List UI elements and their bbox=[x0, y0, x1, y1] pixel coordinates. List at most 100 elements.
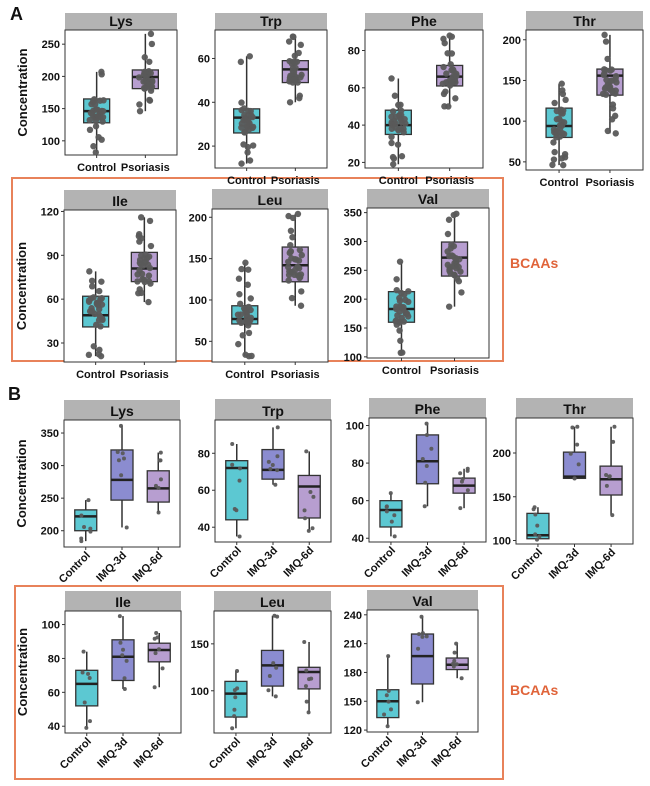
y-tick-label: 150 bbox=[42, 104, 60, 116]
data-point bbox=[602, 38, 610, 45]
data-point bbox=[97, 323, 104, 330]
data-point bbox=[533, 512, 538, 517]
data-point bbox=[145, 298, 152, 306]
data-point bbox=[246, 53, 253, 60]
x-tick-label: Control bbox=[77, 162, 116, 174]
data-point bbox=[416, 632, 421, 637]
data-point bbox=[289, 268, 296, 276]
facet-title: Phe bbox=[411, 13, 437, 29]
data-point bbox=[604, 483, 609, 488]
data-point bbox=[87, 676, 92, 681]
data-point bbox=[137, 252, 145, 259]
data-point bbox=[275, 614, 280, 619]
data-point bbox=[141, 278, 148, 286]
y-tick-label: 350 bbox=[344, 208, 362, 220]
y-tick-label: 250 bbox=[42, 39, 60, 51]
data-point bbox=[303, 684, 308, 689]
data-point bbox=[559, 90, 567, 98]
data-point bbox=[275, 468, 280, 473]
data-point bbox=[266, 688, 271, 693]
data-point bbox=[86, 116, 93, 124]
data-point bbox=[243, 124, 251, 131]
data-point bbox=[298, 251, 305, 259]
data-point bbox=[249, 124, 256, 132]
data-point bbox=[135, 232, 143, 240]
data-point bbox=[244, 107, 252, 115]
data-point bbox=[267, 673, 272, 678]
data-point bbox=[422, 504, 427, 509]
y-tick-label: 60 bbox=[198, 485, 210, 497]
y-tick-label: 100 bbox=[191, 686, 209, 698]
data-point bbox=[89, 308, 96, 315]
y-tick-label: 200 bbox=[344, 294, 362, 306]
data-point bbox=[397, 337, 404, 344]
data-point bbox=[303, 516, 308, 521]
y-tick-label: 60 bbox=[198, 53, 210, 65]
data-point bbox=[423, 480, 428, 485]
data-point bbox=[420, 631, 425, 636]
data-point bbox=[156, 647, 161, 652]
data-point bbox=[84, 725, 89, 730]
facet-title: Val bbox=[418, 191, 438, 207]
data-point bbox=[459, 676, 464, 681]
facet-strip bbox=[65, 13, 177, 30]
panel-label-a: A bbox=[10, 4, 23, 24]
facet-strip bbox=[65, 591, 181, 611]
data-point bbox=[82, 700, 87, 705]
x-tick-label: Control bbox=[509, 547, 545, 583]
data-point bbox=[153, 483, 158, 488]
y-tick-label: 150 bbox=[189, 254, 207, 266]
data-point bbox=[310, 526, 315, 531]
plot-panel bbox=[525, 29, 644, 171]
data-point bbox=[232, 506, 237, 511]
data-point bbox=[531, 507, 536, 512]
y-tick-label: 250 bbox=[344, 265, 362, 277]
data-point bbox=[80, 670, 85, 675]
data-point bbox=[233, 695, 238, 700]
data-point bbox=[244, 281, 251, 288]
data-point bbox=[288, 294, 296, 302]
data-point bbox=[399, 349, 406, 356]
data-point bbox=[85, 351, 93, 359]
data-point bbox=[556, 122, 564, 129]
data-point bbox=[122, 686, 127, 691]
data-point bbox=[141, 68, 149, 75]
y-tick-label: 80 bbox=[198, 448, 210, 460]
y-tick-label: 120 bbox=[344, 725, 362, 737]
y-tick-label: 90 bbox=[47, 250, 59, 262]
y-tick-label: 40 bbox=[48, 721, 60, 733]
data-point bbox=[92, 123, 100, 130]
y-axis-label: Concentration bbox=[15, 48, 30, 136]
plot-panel bbox=[366, 207, 490, 359]
data-point bbox=[115, 449, 120, 454]
box-imq-6d bbox=[599, 465, 623, 496]
data-point bbox=[274, 665, 279, 670]
data-point bbox=[612, 73, 620, 80]
facet-strip bbox=[214, 591, 331, 611]
y-tick-label: 150 bbox=[191, 639, 209, 651]
y-tick-label: 30 bbox=[47, 338, 59, 350]
y-tick-label: 120 bbox=[41, 206, 59, 218]
data-point bbox=[389, 707, 394, 712]
data-point bbox=[460, 477, 465, 482]
data-point bbox=[275, 425, 280, 430]
data-point bbox=[289, 214, 297, 222]
data-point bbox=[146, 97, 154, 104]
x-tick-label: IMQ-3d bbox=[94, 550, 129, 585]
data-point bbox=[88, 529, 93, 534]
data-point bbox=[304, 668, 309, 673]
y-tick-label: 60 bbox=[47, 294, 59, 306]
data-point bbox=[401, 115, 408, 123]
data-point bbox=[247, 314, 255, 322]
data-point bbox=[382, 712, 387, 717]
plot-panel bbox=[211, 208, 329, 363]
data-point bbox=[388, 125, 395, 132]
data-point bbox=[246, 157, 254, 164]
data-point bbox=[558, 155, 565, 162]
x-tick-label: Psoriasis bbox=[585, 177, 634, 189]
data-point bbox=[268, 467, 273, 472]
data-point bbox=[81, 649, 86, 654]
data-point bbox=[440, 90, 448, 98]
data-point bbox=[90, 343, 97, 350]
data-point bbox=[429, 446, 434, 451]
